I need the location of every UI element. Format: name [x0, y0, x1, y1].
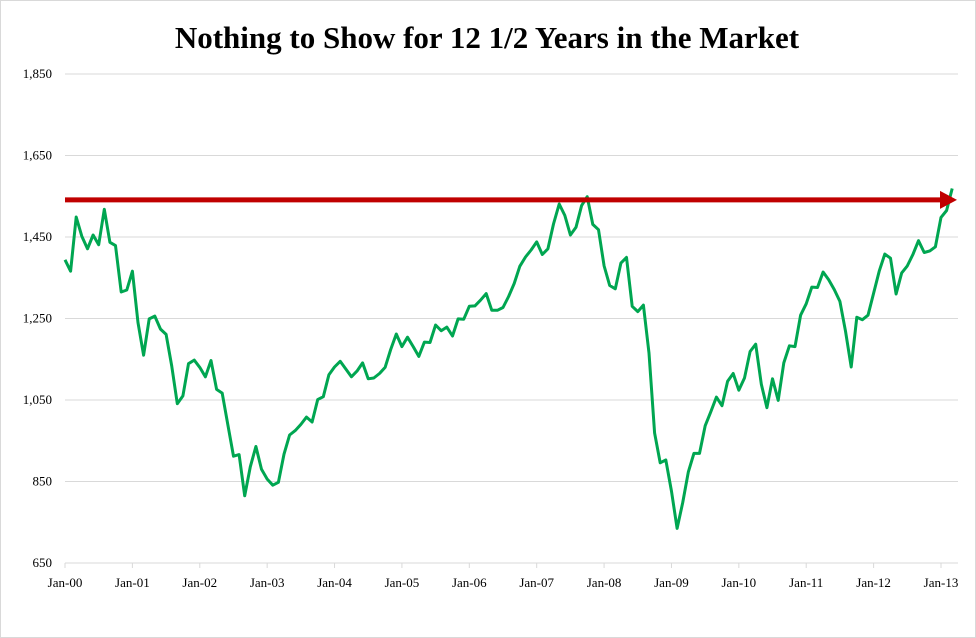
x-tick-label: Jan-09 [654, 575, 689, 590]
x-tick-label: Jan-04 [317, 575, 352, 590]
x-tick-label: Jan-10 [722, 575, 757, 590]
x-tick-label: Jan-11 [789, 575, 823, 590]
y-tick-label: 850 [33, 474, 53, 489]
x-tick-label: Jan-05 [385, 575, 420, 590]
chart-title: Nothing to Show for 12 1/2 Years in the … [175, 20, 800, 55]
x-tick-label: Jan-12 [856, 575, 891, 590]
x-tick-label: Jan-01 [115, 575, 150, 590]
y-tick-label: 1,650 [23, 148, 52, 163]
y-tick-label: 1,050 [23, 392, 52, 407]
x-tick-label: Jan-03 [250, 575, 285, 590]
y-tick-label: 1,850 [23, 66, 52, 81]
x-tick-label: Jan-13 [924, 575, 959, 590]
series-line [63, 188, 954, 530]
x-tick-label: Jan-00 [48, 575, 83, 590]
x-tick-label: Jan-06 [452, 575, 487, 590]
y-tick-label: 650 [33, 555, 53, 570]
x-tick-label: Jan-02 [182, 575, 217, 590]
x-tick-label: Jan-07 [519, 575, 554, 590]
y-tick-label: 1,450 [23, 229, 52, 244]
y-tick-label: 1,250 [23, 311, 52, 326]
x-tick-label: Jan-08 [587, 575, 622, 590]
arrow-head-icon [940, 190, 957, 209]
